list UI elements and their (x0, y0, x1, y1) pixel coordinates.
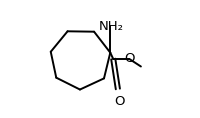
Text: O: O (114, 95, 124, 108)
Text: NH₂: NH₂ (99, 20, 124, 33)
Text: O: O (125, 52, 135, 65)
